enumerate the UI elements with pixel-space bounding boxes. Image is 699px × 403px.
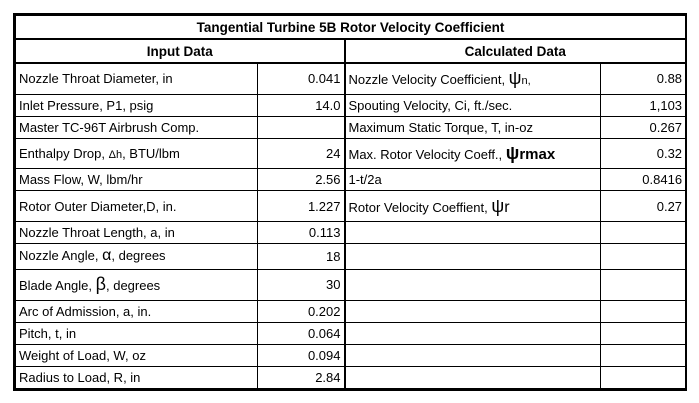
psi-symbol: ψ [491, 195, 505, 216]
table-title: Tangential Turbine 5B Rotor Velocity Coe… [14, 15, 687, 40]
alpha-symbol: α [102, 247, 112, 265]
input-value: 2.56 [257, 168, 346, 192]
input-label: Pitch, t, in [15, 321, 258, 345]
input-label-text: Nozzle Angle, [19, 248, 103, 264]
calc-value: 0.8416 [599, 168, 687, 192]
input-label-suffix: , BTU/lbm [122, 146, 180, 162]
table-row: Nozzle Angle, α, degrees 18 [15, 242, 687, 271]
calc-label-text: Nozzle Velocity Coefficient, [348, 72, 509, 88]
calc-value-empty [599, 365, 687, 390]
calculated-data-header: Calculated Data [343, 38, 687, 64]
table-row: Arc of Admission, a, in. 0.202 [15, 299, 687, 323]
input-value: 30 [257, 269, 346, 301]
input-label: Nozzle Throat Diameter, in [15, 62, 258, 95]
input-value: 2.84 [257, 365, 346, 390]
input-value [257, 115, 346, 139]
table-row: Enthalpy Drop, Δh, BTU/lbm 24 Max. Rotor… [15, 137, 687, 170]
calc-value: 0.32 [599, 137, 687, 170]
calc-value-empty [599, 242, 687, 271]
calc-value: 0.88 [599, 62, 687, 95]
input-value: 18 [257, 242, 346, 271]
input-label-suffix: , degrees [105, 278, 161, 294]
calc-value-empty [599, 220, 687, 244]
table-row: Weight of Load, W, oz 0.094 [15, 343, 687, 367]
table-row: Blade Angle, β, degrees 30 [15, 269, 687, 301]
beta-symbol: β [95, 274, 106, 295]
input-label: Master TC-96T Airbrush Comp. [15, 115, 258, 139]
input-label: Nozzle Angle, α, degrees [15, 242, 258, 271]
input-label: Rotor Outer Diameter,D, in. [15, 190, 258, 222]
input-value: 0.064 [257, 321, 346, 345]
table-row: Inlet Pressure, P1, psig 14.0 Spouting V… [15, 93, 687, 117]
input-value: 24 [257, 137, 346, 170]
calc-label-empty [344, 242, 601, 271]
calc-label-text: Rotor Velocity Coeffient, [348, 199, 492, 215]
input-label: Weight of Load, W, oz [15, 343, 258, 367]
input-label: Enthalpy Drop, Δh, BTU/lbm [15, 137, 258, 170]
input-label: Arc of Admission, a, in. [15, 299, 258, 323]
psi-symbol: ψ [508, 68, 522, 89]
input-label: Radius to Load, R, in [15, 365, 258, 390]
calc-label-empty [344, 343, 601, 367]
calc-value-empty [599, 299, 687, 323]
table-row: Radius to Load, R, in 2.84 [15, 365, 687, 390]
input-label: Nozzle Throat Length, a, in [15, 220, 258, 244]
delta-h-symbol: Δh [108, 149, 123, 162]
input-value: 0.041 [257, 62, 346, 95]
calc-label-empty [344, 299, 601, 323]
table-row: Nozzle Throat Length, a, in 0.113 [15, 220, 687, 244]
calc-value-empty [599, 321, 687, 345]
table-row: Rotor Outer Diameter,D, in. 1.227 Rotor … [15, 190, 687, 222]
calc-label-suffix: r [504, 198, 510, 216]
velocity-table: Tangential Turbine 5B Rotor Velocity Coe… [14, 15, 687, 390]
calc-label: 1-t/2a [344, 168, 601, 192]
calc-value: 1,103 [599, 93, 687, 117]
input-label: Blade Angle, β, degrees [15, 269, 258, 301]
calc-label: Max. Rotor Velocity Coeff., ψrmax [344, 137, 601, 170]
calc-label-empty [344, 321, 601, 345]
calc-label-suffix: rmax [519, 146, 556, 164]
calc-label-empty [344, 365, 601, 390]
input-value: 14.0 [257, 93, 346, 117]
calc-value: 0.267 [599, 115, 687, 139]
input-label-text: Enthalpy Drop, [19, 146, 109, 162]
input-value: 1.227 [257, 190, 346, 222]
calc-label: Rotor Velocity Coeffient, ψr [344, 190, 601, 222]
calc-label: Maximum Static Torque, T, in-oz [344, 115, 601, 139]
table-row: Mass Flow, W, lbm/hr 2.56 1-t/2a 0.8416 [15, 168, 687, 192]
table-row: Pitch, t, in 0.064 [15, 321, 687, 345]
calc-value: 0.27 [599, 190, 687, 222]
calc-label: Spouting Velocity, Ci, ft./sec. [344, 93, 601, 117]
calc-value-empty [599, 343, 687, 367]
table-row: Master TC-96T Airbrush Comp. Maximum Sta… [15, 115, 687, 139]
input-label-suffix: , degrees [111, 248, 166, 264]
calc-label-empty [344, 269, 601, 301]
calc-label-text: Max. Rotor Velocity Coeff., [348, 147, 506, 163]
table-row: Nozzle Throat Diameter, in 0.041 Nozzle … [15, 62, 687, 95]
input-value: 0.094 [257, 343, 346, 367]
input-label: Inlet Pressure, P1, psig [15, 93, 258, 117]
calc-label: Nozzle Velocity Coefficient, ψn, [344, 62, 601, 95]
spreadsheet: Tangential Turbine 5B Rotor Velocity Coe… [13, 13, 687, 391]
calc-label-suffix: n, [521, 75, 531, 88]
input-data-header: Input Data [15, 38, 346, 64]
input-value: 0.202 [257, 299, 346, 323]
input-label-text: Blade Angle, [19, 278, 96, 294]
input-label: Mass Flow, W, lbm/hr [15, 168, 258, 192]
psi-symbol: ψ [505, 143, 520, 164]
input-value: 0.113 [257, 220, 346, 244]
calc-value-empty [599, 269, 687, 301]
calc-label-empty [344, 220, 601, 244]
